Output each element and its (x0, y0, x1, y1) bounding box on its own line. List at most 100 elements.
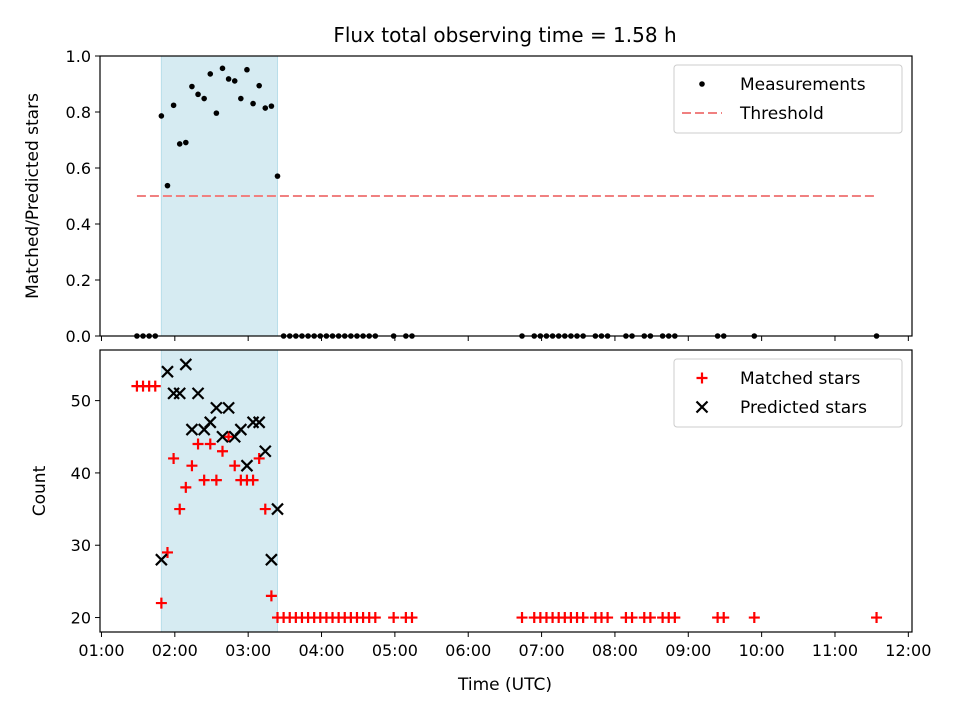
x-axis-label: Time (UTC) (457, 675, 552, 695)
measurement-point (238, 95, 244, 102)
count-y-label: Count (30, 465, 50, 516)
predicted-star-point (191, 387, 205, 400)
ratio-panel-axes: 0.0 0.2 0.4 0.6 0.8 1.0 (66, 47, 909, 346)
matched-star-point (602, 612, 614, 624)
legend-dot-marker (699, 81, 705, 87)
x-tick-label: 10:00 (739, 641, 785, 660)
x-tick-label: 07:00 (519, 641, 565, 660)
legend-plus-marker (696, 372, 708, 384)
measurement-point (189, 83, 195, 90)
x-tick-label: 08:00 (592, 641, 638, 660)
matched-star-point (198, 474, 210, 486)
measurement-point (176, 141, 183, 147)
matched-star-point (718, 612, 730, 624)
matched-star-point (229, 460, 241, 472)
ratio-legend: Measurements Threshold (673, 64, 903, 134)
predicted-star-point (259, 444, 272, 458)
legend-entry-label: Measurements (740, 75, 866, 95)
predicted-star-point (271, 502, 284, 516)
legend-entry-label: Matched stars (740, 369, 860, 389)
measurement-point (274, 173, 281, 179)
matched-star-point (210, 474, 222, 486)
matched-star-point (180, 481, 192, 493)
matched-star-point (265, 590, 277, 602)
predicted-star-point (185, 423, 199, 436)
predicted-star-point (265, 553, 278, 566)
measurement-point (201, 95, 207, 102)
matched-star-point (388, 612, 400, 624)
measurement-point (250, 100, 256, 107)
y-tick-label: 0.2 (66, 271, 91, 290)
y-tick-label: 40 (71, 464, 91, 483)
measurement-point (164, 182, 171, 189)
matched-star-point (259, 503, 271, 515)
matched-star-point (161, 546, 173, 558)
count-panel-frame (99, 349, 913, 633)
matched-star-point (247, 474, 259, 486)
matched-star-point (223, 431, 235, 443)
measurement-point (195, 91, 201, 98)
legend-entry-label: Predicted stars (740, 398, 867, 418)
measurement-point (262, 105, 269, 111)
chart-title: Flux total observing time = 1.58 h (333, 23, 676, 47)
y-tick-label: 20 (71, 609, 91, 628)
matched-star-point (626, 612, 638, 624)
measurement-point (256, 82, 262, 89)
count-panel-marks (131, 358, 883, 624)
count-panel: 20 30 40 50 01:00 02:00 03:00 04:00 05:00 06:00 07… (30, 349, 932, 660)
matched-star-point (871, 612, 883, 624)
y-tick-label: 0.4 (66, 215, 91, 234)
x-tick-label: 04:00 (298, 641, 344, 660)
ratio-panel: 0.0 0.2 0.4 0.6 0.8 1.0 Matched/Predicted sta… (23, 47, 913, 346)
matched-star-point (748, 612, 760, 624)
x-tick-label: 12:00 (885, 641, 931, 660)
y-tick-label: 1.0 (66, 47, 91, 66)
y-tick-label: 0.8 (66, 103, 91, 122)
matched-star-point (669, 612, 681, 624)
matched-star-point (149, 380, 161, 392)
ratio-panel-frame (99, 55, 913, 337)
predicted-star-point (179, 358, 193, 371)
measurement-point (268, 103, 275, 109)
x-tick-label: 09:00 (665, 641, 711, 660)
matched-star-point (577, 612, 589, 624)
x-tick-label: 05:00 (372, 641, 418, 660)
x-tick-label: 02:00 (152, 641, 198, 660)
measurement-point (219, 65, 226, 72)
legend-frame (673, 64, 903, 134)
measurement-point (183, 139, 189, 146)
predicted-star-point (240, 459, 254, 472)
matched-star-point (516, 612, 528, 624)
matched-star-point (369, 612, 381, 624)
matched-star-point (406, 612, 418, 624)
predicted-star-point (210, 401, 223, 415)
y-tick-label: 50 (71, 392, 91, 411)
matched-star-point (644, 612, 656, 624)
x-tick-label: 06:00 (445, 641, 491, 660)
measurement-point (231, 78, 238, 84)
count-legend: Matched stars Predicted stars (673, 358, 903, 428)
observing-span-bottom (160, 349, 279, 633)
matched-star-point (155, 597, 167, 609)
measurement-point (207, 71, 214, 77)
x-tick-label: 11:00 (812, 641, 858, 660)
measurement-point (158, 113, 165, 119)
ratio-y-label: Matched/Predicted stars (23, 93, 43, 299)
x-tick-label: 01:00 (78, 641, 124, 660)
matched-star-point (174, 503, 186, 515)
matched-star-point (216, 445, 228, 457)
predicted-star-point (155, 553, 168, 566)
legend-frame (673, 358, 903, 428)
predicted-star-point (173, 387, 186, 400)
predicted-star-point (234, 423, 248, 436)
matched-star-point (168, 452, 180, 464)
matched-star-point (253, 452, 265, 464)
predicted-star-point (222, 401, 235, 415)
predicted-star-point (216, 430, 229, 444)
matched-star-point (186, 460, 198, 472)
count-panel-axes: 20 30 40 50 01:00 02:00 03:00 04:00 05:00 06:00 07… (71, 392, 932, 660)
y-tick-label: 30 (71, 536, 91, 555)
predicted-star-point (161, 365, 174, 378)
predicted-star-point (252, 416, 266, 429)
